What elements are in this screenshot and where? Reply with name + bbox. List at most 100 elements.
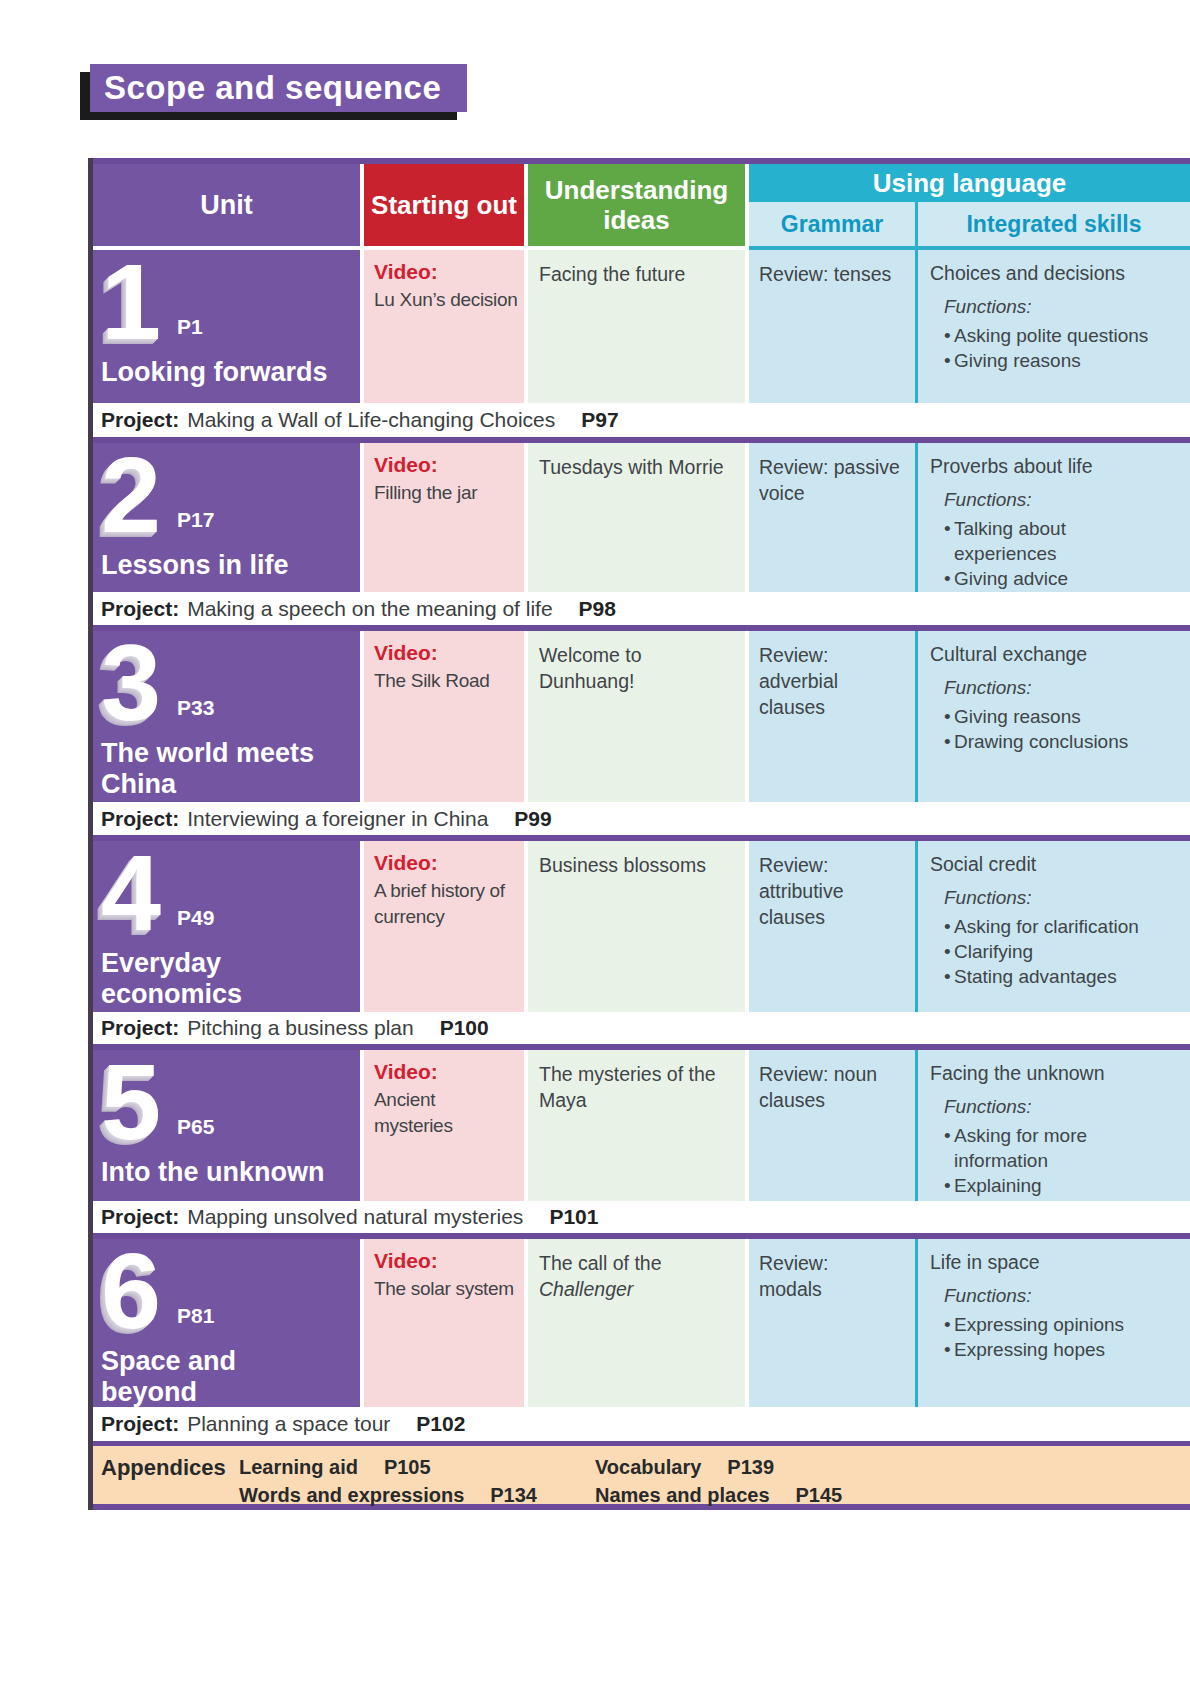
header-using-language-group: Using language Grammar Integrated skills — [749, 164, 1190, 250]
project-page: P102 — [416, 1412, 465, 1436]
header-using-language-sub: Grammar Integrated skills — [749, 202, 1190, 246]
header-grammar: Grammar — [749, 202, 918, 246]
unit-5-project-row: Project: Mapping unsolved natural myster… — [93, 1201, 1190, 1233]
header-starting-out: Starting out — [364, 164, 524, 246]
project-text: Mapping unsolved natural mysteries — [187, 1205, 523, 1229]
unit-4-cell: 4 P49 Everyday economics — [93, 841, 360, 1012]
project-label: Project: — [101, 807, 179, 831]
functions-list: Asking for more information Explaining — [944, 1123, 1190, 1198]
understanding-text: Facing the future — [539, 263, 685, 285]
functions-label: Functions: — [944, 1285, 1190, 1307]
unit-3-page: P33 — [177, 696, 214, 720]
function-item: Giving advice — [944, 566, 1190, 591]
unit-3-number: 3 — [101, 639, 161, 726]
project-label: Project: — [101, 408, 179, 432]
project-page: P100 — [440, 1016, 489, 1040]
appendices-col1: Learning aidP105 Words and expressionsP1… — [239, 1453, 595, 1504]
unit-5-title: Into the unknown — [101, 1157, 350, 1188]
appendix-label: Names and places — [595, 1484, 770, 1506]
appendices-col2: VocabularyP139 Names and placesP145 — [595, 1453, 842, 1504]
unit-1-project-row: Project: Making a Wall of Life-changing … — [93, 403, 1190, 437]
unit-4-title: Everyday economics — [101, 948, 350, 1010]
functions-list: Expressing opinions Expressing hopes — [944, 1312, 1190, 1362]
unit-1-title: Looking forwards — [101, 357, 350, 388]
functions-label: Functions: — [944, 489, 1190, 511]
function-item: Clarifying — [944, 939, 1190, 964]
skills-title: Cultural exchange — [930, 642, 1190, 666]
header-integrated-skills: Integrated skills — [918, 202, 1190, 246]
project-label: Project: — [101, 1016, 179, 1040]
unit-6-video-title: The solar system — [374, 1276, 524, 1302]
unit-4-number: 4 — [101, 849, 161, 936]
unit-5-video-title: Ancient mysteries — [374, 1087, 524, 1139]
functions-label: Functions: — [944, 887, 1190, 909]
unit-5-cell: 5 P65 Into the unknown — [93, 1050, 360, 1201]
understanding-text: Welcome to Dunhuang! — [539, 644, 642, 692]
understanding-text: Tuesdays with Morrie — [539, 456, 724, 478]
header-using-language: Using language — [749, 164, 1190, 202]
unit-1-starting-out: Video: Lu Xun’s decision — [364, 250, 524, 403]
unit-1-number: 1 — [101, 258, 161, 345]
unit-6-integrated-skills: Life in space Functions: Expressing opin… — [918, 1239, 1190, 1407]
function-item: Talking about experiences — [944, 516, 1190, 566]
skills-title: Proverbs about life — [930, 454, 1190, 478]
unit-4-grammar: Review: attributive clauses — [749, 841, 918, 1012]
page-title: Scope and sequence — [104, 69, 441, 107]
video-label: Video: — [374, 453, 524, 477]
functions-list: Asking for clarification Clarifying Stat… — [944, 914, 1190, 989]
unit-3-cell: 3 P33 The world meets China — [93, 631, 360, 802]
skills-title: Facing the unknown — [930, 1061, 1190, 1085]
understanding-italic: Challenger — [539, 1276, 741, 1302]
appendices-row: Appendices Learning aidP105 Words and ex… — [93, 1441, 1190, 1510]
unit-5-number: 5 — [101, 1058, 161, 1145]
unit-2-integrated-skills: Proverbs about life Functions: Talking a… — [918, 443, 1190, 592]
unit-2-title: Lessons in life — [101, 550, 350, 581]
unit-3-row: 3 P33 The world meets China Video: The S… — [93, 631, 1190, 802]
unit-6-row: 6 P81 Space and beyond Video: The solar … — [93, 1239, 1190, 1407]
appendices-title: Appendices — [101, 1453, 239, 1504]
appendix-label: Vocabulary — [595, 1456, 701, 1478]
function-item: Asking for more information — [944, 1123, 1190, 1173]
project-label: Project: — [101, 1205, 179, 1229]
unit-2-understanding: Tuesdays with Morrie — [528, 443, 745, 592]
unit-4-project-row: Project: Pitching a business plan P100 — [93, 1012, 1190, 1044]
function-item: Giving reasons — [944, 348, 1190, 373]
function-item: Explaining — [944, 1173, 1190, 1198]
unit-2-video-title: Filling the jar — [374, 480, 524, 506]
unit-4-page: P49 — [177, 906, 214, 930]
unit-3-starting-out: Video: The Silk Road — [364, 631, 524, 802]
function-item: Stating advantages — [944, 964, 1190, 989]
unit-5-page: P65 — [177, 1115, 214, 1139]
video-label: Video: — [374, 1249, 524, 1273]
project-text: Interviewing a foreigner in China — [187, 807, 488, 831]
appendix-page: P139 — [727, 1456, 774, 1478]
unit-5-row: 5 P65 Into the unknown Video: Ancient my… — [93, 1050, 1190, 1201]
unit-1-grammar: Review: tenses — [749, 250, 918, 403]
project-page: P99 — [514, 807, 551, 831]
function-item: Giving reasons — [944, 704, 1190, 729]
function-item: Expressing opinions — [944, 1312, 1190, 1337]
unit-3-understanding: Welcome to Dunhuang! — [528, 631, 745, 802]
video-label: Video: — [374, 641, 524, 665]
unit-6-page: P81 — [177, 1304, 214, 1328]
video-label: Video: — [374, 1060, 524, 1084]
understanding-text: Business blossoms — [539, 854, 706, 876]
unit-4-row: 4 P49 Everyday economics Video: A brief … — [93, 841, 1190, 1012]
project-page: P98 — [579, 597, 616, 621]
unit-2-page: P17 — [177, 508, 214, 532]
unit-4-video-title: A brief history of currency — [374, 878, 524, 930]
unit-6-number: 6 — [101, 1247, 161, 1334]
video-label: Video: — [374, 260, 524, 284]
functions-list: Asking polite questions Giving reasons — [944, 323, 1190, 373]
function-item: Asking polite questions — [944, 323, 1190, 348]
functions-label: Functions: — [944, 1096, 1190, 1118]
unit-1-video-title: Lu Xun’s decision — [374, 287, 524, 313]
project-page: P101 — [549, 1205, 598, 1229]
unit-1-row: 1 P1 Looking forwards Video: Lu Xun’s de… — [93, 250, 1190, 403]
function-item: Asking for clarification — [944, 914, 1190, 939]
unit-2-grammar: Review: passive voice — [749, 443, 918, 592]
skills-title: Life in space — [930, 1250, 1190, 1274]
project-label: Project: — [101, 1412, 179, 1436]
video-label: Video: — [374, 851, 524, 875]
unit-1-page: P1 — [177, 315, 203, 339]
